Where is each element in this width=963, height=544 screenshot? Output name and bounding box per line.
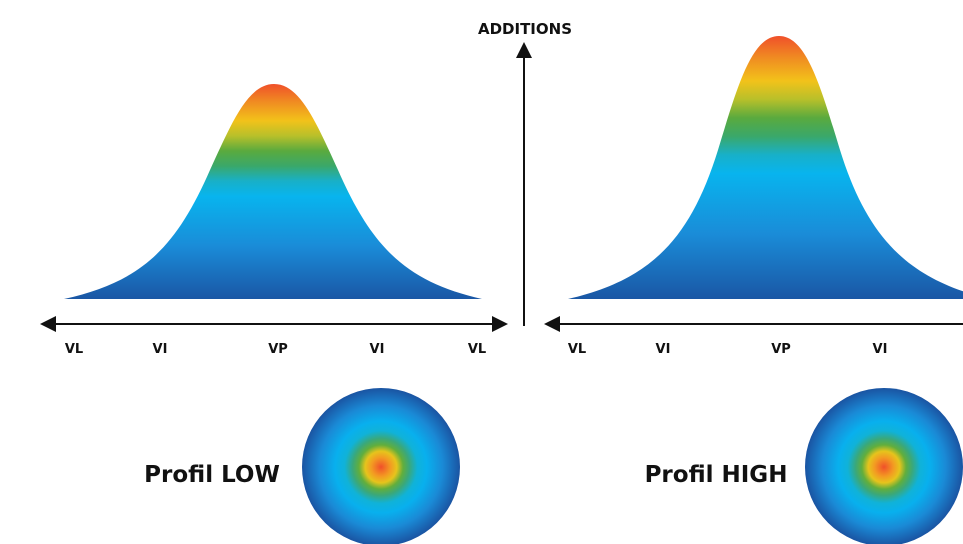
- profile-low-tick: VP: [268, 342, 288, 357]
- profile-low-curve: [64, 84, 482, 299]
- profile-high: VL VI VP VI VL Profil HIGH: [544, 36, 963, 544]
- profile-high-tick: VP: [771, 342, 791, 357]
- profile-high-curve: [568, 36, 963, 299]
- profile-high-label: Profil HIGH: [645, 462, 788, 488]
- profile-low-tick: VL: [65, 342, 83, 357]
- profile-low: VL VI VP VI VL Profil LOW: [40, 84, 508, 544]
- additions-axis-label: ADDITIONS: [478, 20, 572, 38]
- profile-low-lens-map: [302, 388, 460, 544]
- profile-low-label: Profil LOW: [144, 462, 280, 488]
- profile-high-lens-map: [805, 388, 963, 544]
- profile-low-tick: VL: [468, 342, 486, 357]
- profile-low-tick: VI: [370, 342, 385, 357]
- profile-low-tick: VI: [153, 342, 168, 357]
- additions-axis: ADDITIONS: [478, 20, 572, 326]
- profile-high-tick: VI: [873, 342, 888, 357]
- profile-high-tick: VL: [568, 342, 586, 357]
- profile-high-tick: VI: [656, 342, 671, 357]
